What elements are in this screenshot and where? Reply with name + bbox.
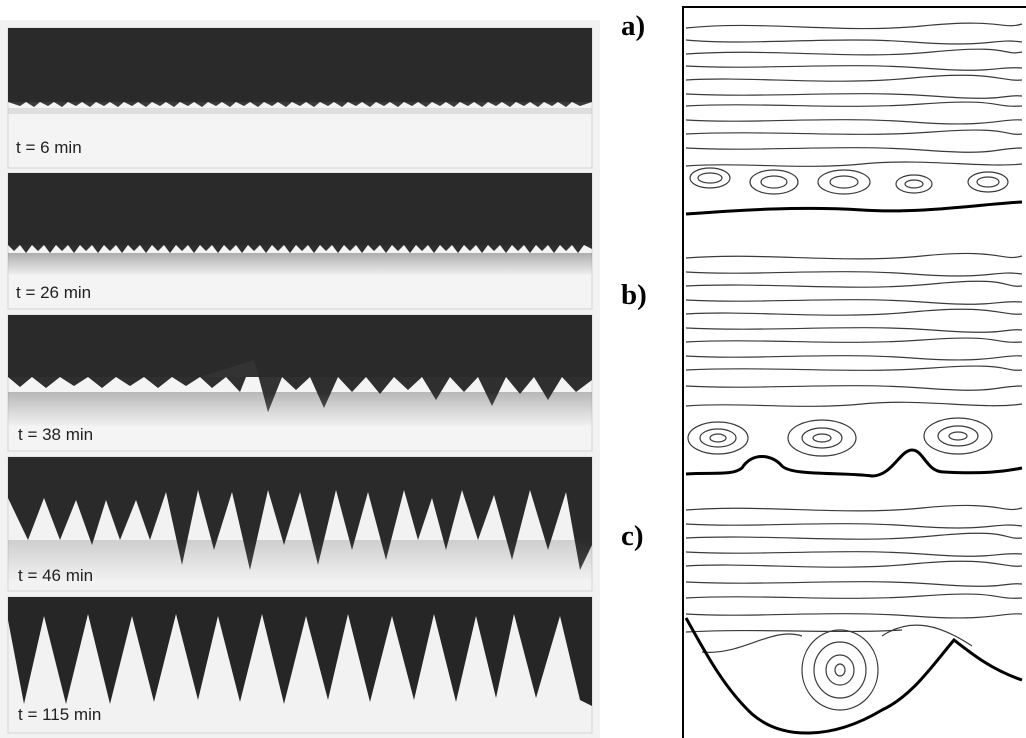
streamline-panels	[682, 6, 1026, 738]
streamline-panel-b	[685, 252, 1023, 457]
frame-t6: t = 6 min	[7, 27, 593, 169]
frame-label: t = 6 min	[16, 138, 82, 157]
frame-label: t = 115 min	[18, 705, 101, 724]
frame-t46: t = 46 min	[7, 456, 593, 592]
frame-t115: t = 115 min	[7, 596, 593, 734]
frame-t26: t = 26 min	[7, 172, 593, 310]
streamline-panel-c	[685, 504, 1023, 711]
frame-label: t = 46 min	[18, 566, 93, 585]
frame-t38: t = 38 min	[7, 314, 593, 452]
time-series-photographs: t = 6 min t = 26 min t = 38 min t = 46 m…	[0, 20, 600, 738]
frame-label: t = 38 min	[18, 425, 93, 444]
panel-label-c: c)	[621, 520, 644, 552]
frame-label: t = 26 min	[16, 283, 91, 302]
panel-label-b: b)	[621, 279, 647, 311]
streamline-panel-a	[685, 22, 1023, 195]
panel-label-a: a)	[621, 10, 646, 42]
